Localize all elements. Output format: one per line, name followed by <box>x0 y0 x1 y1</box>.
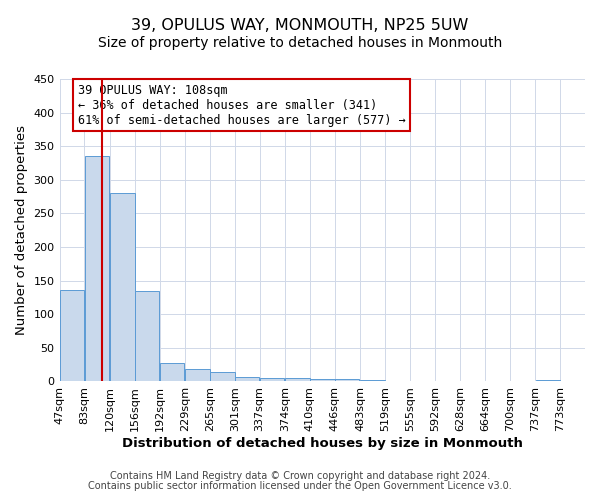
Bar <box>85 156 109 382</box>
Y-axis label: Number of detached properties: Number of detached properties <box>15 125 28 335</box>
Bar <box>310 379 335 382</box>
Bar <box>210 372 235 382</box>
Bar <box>110 194 134 382</box>
Bar <box>436 381 460 382</box>
X-axis label: Distribution of detached houses by size in Monmouth: Distribution of detached houses by size … <box>122 437 523 450</box>
Text: Contains HM Land Registry data © Crown copyright and database right 2024.: Contains HM Land Registry data © Crown c… <box>110 471 490 481</box>
Text: Size of property relative to detached houses in Monmouth: Size of property relative to detached ho… <box>98 36 502 51</box>
Bar <box>536 380 560 382</box>
Text: Contains public sector information licensed under the Open Government Licence v3: Contains public sector information licen… <box>88 481 512 491</box>
Bar <box>235 377 259 382</box>
Text: 39 OPULUS WAY: 108sqm
← 36% of detached houses are smaller (341)
61% of semi-det: 39 OPULUS WAY: 108sqm ← 36% of detached … <box>78 84 406 126</box>
Bar <box>335 380 359 382</box>
Bar <box>60 290 84 382</box>
Text: 39, OPULUS WAY, MONMOUTH, NP25 5UW: 39, OPULUS WAY, MONMOUTH, NP25 5UW <box>131 18 469 32</box>
Bar <box>285 378 310 382</box>
Bar <box>160 364 184 382</box>
Bar <box>260 378 284 382</box>
Bar <box>361 380 385 382</box>
Bar <box>185 368 209 382</box>
Bar <box>135 290 160 382</box>
